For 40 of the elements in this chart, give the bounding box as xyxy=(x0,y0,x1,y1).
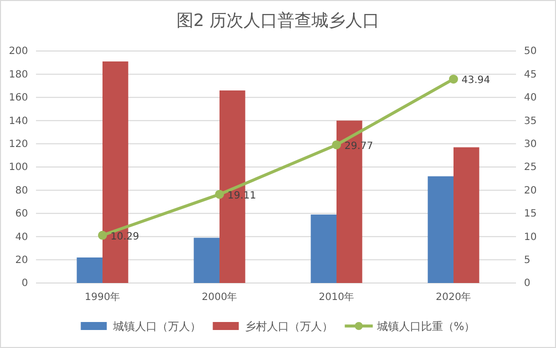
y2-tick-label: 15 xyxy=(524,208,537,220)
bar xyxy=(454,147,480,283)
y2-tick-label: 25 xyxy=(524,162,537,174)
bar xyxy=(310,214,336,283)
y2-tick-label: 50 xyxy=(524,46,537,58)
y-tick-label: 180 xyxy=(8,69,28,80)
legend-label: 乡村人口（万人） xyxy=(244,320,333,333)
y2-tick-label: 0 xyxy=(524,278,530,290)
y-tick-label: 40 xyxy=(15,232,28,243)
x-tick-label: 1990年 xyxy=(84,291,120,304)
y2-tick-label: 5 xyxy=(524,255,530,266)
data-label: 43.94 xyxy=(462,75,490,86)
y-tick-label: 60 xyxy=(15,208,28,220)
point xyxy=(98,230,108,240)
bar xyxy=(428,176,454,283)
y2-tick-label: 45 xyxy=(524,69,537,80)
bar xyxy=(194,238,220,283)
y-tick-label: 20 xyxy=(15,255,28,266)
y2-tick-label: 30 xyxy=(524,139,537,150)
y-tick-label: 100 xyxy=(8,162,28,174)
point xyxy=(214,190,224,199)
x-tick-label: 2020年 xyxy=(436,291,472,304)
point xyxy=(332,140,342,150)
y2-tick-label: 35 xyxy=(524,116,537,127)
legend-label: 城镇人口比重（%） xyxy=(376,320,476,333)
y-tick-label: 140 xyxy=(8,116,28,127)
y2-tick-label: 20 xyxy=(524,185,537,196)
y-tick-label: 80 xyxy=(15,185,28,196)
x-tick-label: 2000年 xyxy=(202,291,238,304)
y-tick-label: 120 xyxy=(8,139,28,150)
point xyxy=(448,74,458,84)
x-tick-label: 2010年 xyxy=(318,291,354,304)
y-tick-label: 0 xyxy=(22,278,28,290)
chart-title: 图2 历次人口普查城乡人口 xyxy=(176,11,380,31)
bar xyxy=(76,257,102,283)
y2-tick-label: 10 xyxy=(524,232,537,243)
legend-label: 城镇人口（万人） xyxy=(112,320,201,333)
y2-tick-label: 40 xyxy=(524,92,537,104)
y-tick-label: 200 xyxy=(8,46,28,58)
y-tick-label: 160 xyxy=(8,92,28,104)
